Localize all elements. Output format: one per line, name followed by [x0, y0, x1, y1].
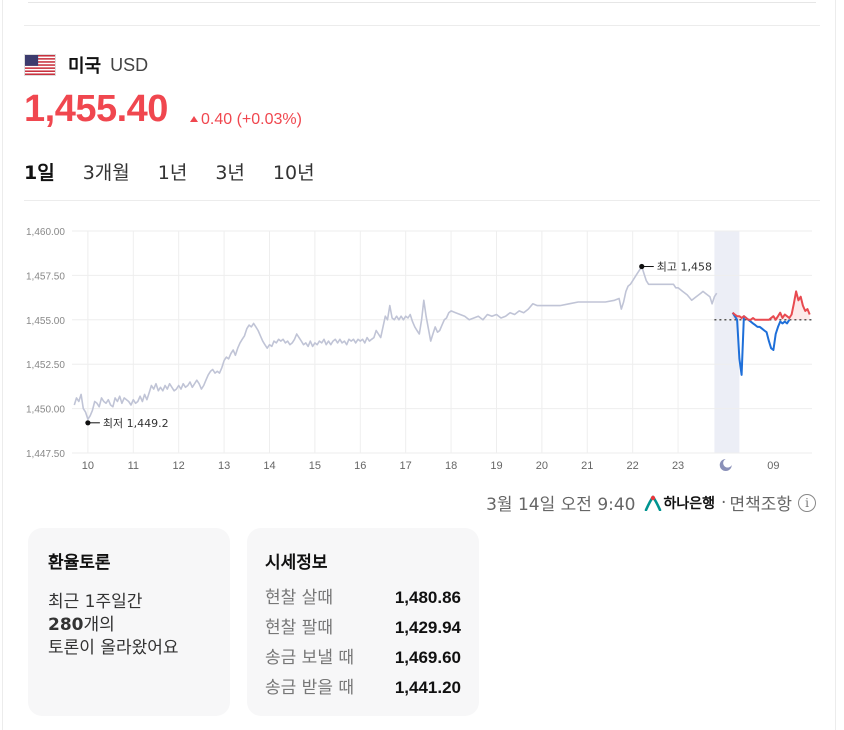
period-tabs: 1일 3개월 1년 3년 10년	[24, 158, 343, 195]
x-tick-label: 21	[581, 460, 593, 472]
currency-header: 미국 USD	[24, 52, 148, 78]
moon-icon	[719, 459, 732, 471]
discussion-count: 280	[48, 615, 84, 635]
section-divider	[24, 25, 820, 26]
market-row-label: 송금 받을 때	[265, 678, 355, 698]
x-tick-label: 17	[400, 460, 412, 472]
night-band	[714, 231, 740, 453]
low-label: 최저 1,449.2	[103, 417, 169, 430]
source-info: 3월 14일 오전 9:40 하나은행 · 면책조항 i	[486, 490, 816, 515]
tab-1y[interactable]: 1년	[157, 162, 188, 184]
market-info-card[interactable]: 시세정보 현찰 살때 1,480.86 현찰 팔때 1,429.94 송금 보낼…	[247, 528, 479, 716]
x-tick-label: 18	[445, 460, 457, 472]
x-tick-label: 09	[767, 460, 779, 472]
exchange-rate-chart[interactable]: 1,460.00 1,457.50 1,455.00 1,452.50 1,450.00…	[0, 215, 844, 480]
x-tick-label: 23	[672, 460, 684, 472]
y-tick-label: 1,460.00	[26, 227, 65, 238]
x-tick-label: 13	[218, 460, 230, 472]
x-tick-label: 12	[173, 460, 185, 472]
country-name: 미국	[68, 56, 102, 77]
discussion-title: 환율토론	[48, 553, 111, 573]
y-tick-label: 1,452.50	[26, 360, 65, 371]
y-tick-label: 1,457.50	[26, 271, 65, 282]
market-row-label: 현찰 살때	[265, 588, 333, 608]
market-row-value: 1,429.94	[394, 618, 461, 637]
discussion-line2: 280개의	[48, 614, 210, 637]
rate-line-up	[731, 290, 811, 321]
tab-3m[interactable]: 3개월	[82, 162, 130, 184]
x-tick-label: 16	[354, 460, 366, 472]
rate-change-value: 0.40 (+0.03%)	[201, 111, 302, 128]
us-flag-icon	[24, 54, 56, 76]
tabs-divider	[24, 200, 820, 201]
currency-code: USD	[110, 54, 149, 75]
x-tick-label: 19	[490, 460, 502, 472]
market-row: 현찰 팔때 1,429.94	[265, 613, 461, 643]
discussion-count-suffix: 개의	[83, 615, 115, 635]
bank-logo: 하나은행	[644, 493, 716, 513]
discussion-body: 최근 1주일간 280개의 토론이 올라왔어요	[48, 591, 210, 660]
market-row-label: 송금 보낼 때	[265, 648, 355, 668]
up-triangle-icon	[190, 116, 198, 122]
exchange-rate: 1,455.40	[24, 88, 168, 130]
x-tick-label: 15	[309, 460, 321, 472]
rate-line-previous	[73, 265, 718, 421]
frame-top-border	[28, 0, 816, 3]
rate-change: 0.40 (+0.03%)	[190, 111, 302, 129]
separator-dot: ·	[721, 492, 727, 513]
tab-10y[interactable]: 10년	[272, 162, 315, 184]
discussion-line1: 최근 1주일간	[48, 592, 143, 612]
x-tick-label: 10	[82, 460, 94, 472]
x-tick-label: 22	[627, 460, 639, 472]
y-tick-label: 1,447.50	[26, 449, 65, 460]
y-tick-label: 1,450.00	[26, 405, 65, 416]
bank-name: 하나은행	[663, 495, 716, 512]
update-time: 3월 14일 오전 9:40	[486, 495, 636, 515]
tab-1d[interactable]: 1일	[24, 162, 55, 184]
discussion-card[interactable]: 환율토론 최근 1주일간 280개의 토론이 올라왔어요	[28, 528, 230, 716]
high-label: 최고 1,458	[657, 261, 712, 274]
market-row-value: 1,469.60	[394, 648, 461, 667]
hana-bank-icon	[644, 495, 661, 511]
x-tick-label: 14	[263, 460, 275, 472]
tab-3y[interactable]: 3년	[215, 162, 245, 184]
market-row-value: 1,480.86	[394, 588, 461, 607]
disclaimer-link[interactable]: 면책조항	[729, 495, 792, 515]
rate-line-down	[731, 312, 791, 376]
market-row: 현찰 살때 1,480.86	[265, 583, 461, 613]
y-tick-label: 1,455.00	[26, 316, 65, 327]
market-row: 송금 보낼 때 1,469.60	[265, 643, 461, 673]
x-tick-label: 20	[536, 460, 548, 472]
info-icon[interactable]: i	[798, 493, 816, 512]
market-row: 송금 받을 때 1,441.20	[265, 673, 461, 703]
market-row-value: 1,441.20	[394, 678, 461, 697]
market-info-title: 시세정보	[265, 553, 328, 573]
frame-left-border	[2, 0, 3, 730]
discussion-line3: 토론이 올라왔어요	[48, 638, 179, 658]
frame-right-border	[835, 0, 836, 730]
market-row-label: 현찰 팔때	[265, 618, 333, 638]
x-tick-label: 11	[128, 460, 139, 472]
